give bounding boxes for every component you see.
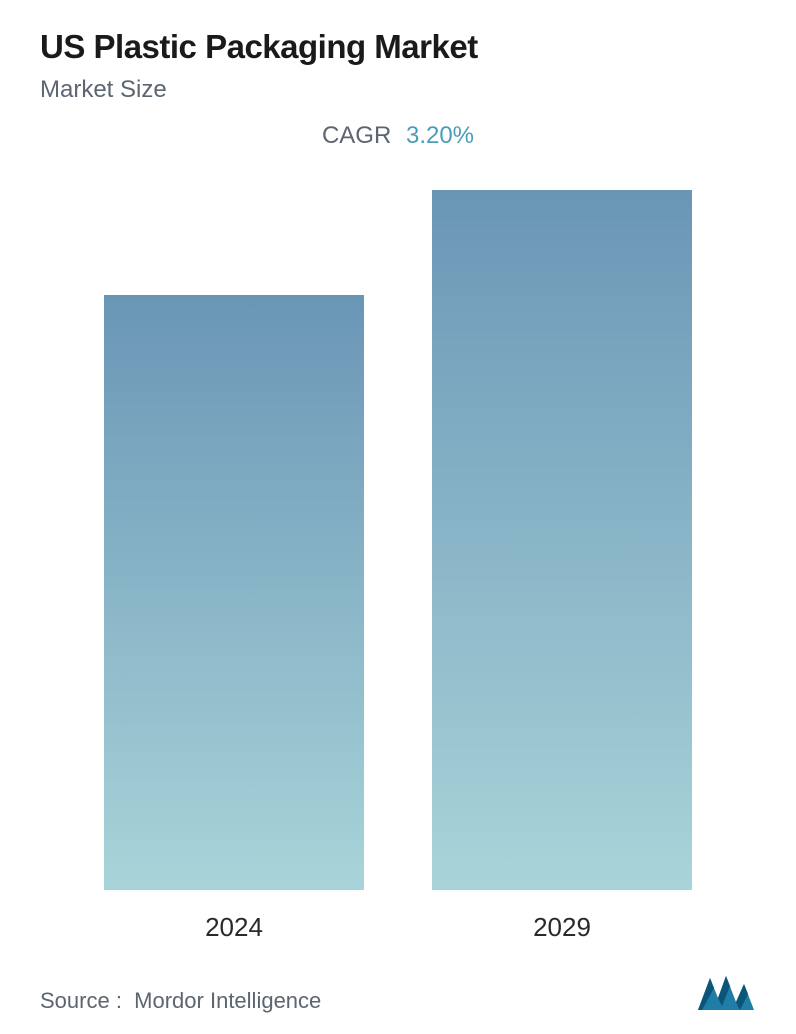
cagr-label: CAGR: [322, 122, 391, 149]
bar-group-0: 2024: [104, 295, 364, 946]
source-name: Mordor Intelligence: [134, 988, 321, 1013]
bar-chart-area: 2024 2029: [40, 160, 756, 946]
cagr-row: CAGR 3.20%: [40, 122, 756, 150]
bar-1: [432, 190, 692, 890]
bar-label-1: 2029: [533, 912, 591, 946]
chart-container: US Plastic Packaging Market Market Size …: [0, 0, 796, 1034]
source-text: Source : Mordor Intelligence: [40, 988, 321, 1014]
bar-0: [104, 295, 364, 890]
mordor-logo-icon: [696, 970, 756, 1014]
chart-title: US Plastic Packaging Market: [40, 28, 756, 66]
chart-subtitle: Market Size: [40, 76, 756, 104]
chart-footer: Source : Mordor Intelligence: [40, 964, 756, 1014]
cagr-value: 3.20%: [406, 122, 474, 149]
source-prefix: Source :: [40, 988, 122, 1013]
bar-group-1: 2029: [432, 190, 692, 946]
bar-label-0: 2024: [205, 912, 263, 946]
